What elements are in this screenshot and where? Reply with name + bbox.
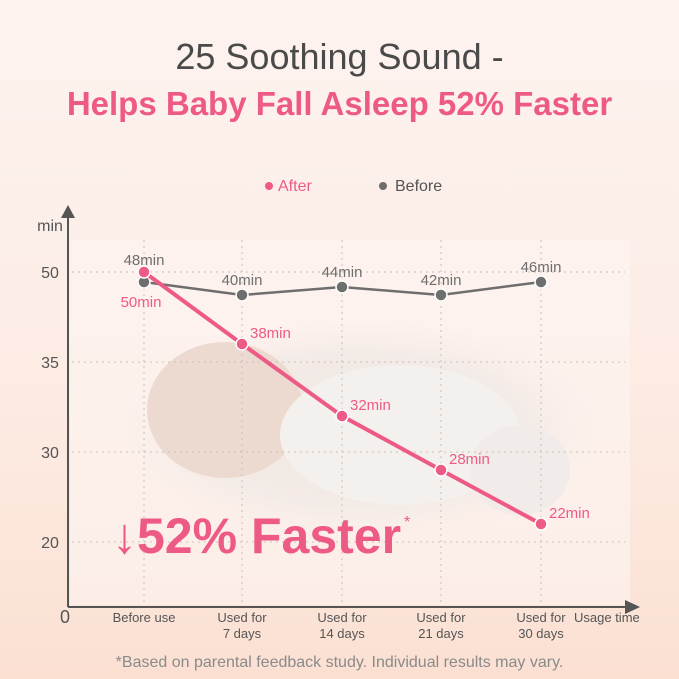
after-data-label: 38min — [250, 325, 291, 342]
y-axis-label: min — [37, 218, 63, 235]
x-tick-label: Used for 7 days — [217, 610, 267, 641]
y-tick-label: 50 — [41, 265, 59, 282]
before-data-label: 42min — [421, 272, 462, 289]
after-data-label: 22min — [549, 505, 590, 522]
before-data-label: 40min — [222, 272, 263, 289]
title: 25 Soothing Sound - — [175, 36, 504, 77]
y-tick-label: 30 — [41, 445, 59, 462]
after-point — [335, 409, 349, 423]
after-data-label: 32min — [350, 397, 391, 414]
after-point — [235, 337, 249, 351]
annotation: ↓52% Faster * — [112, 508, 410, 564]
after-data-label: 50min — [121, 294, 162, 311]
before-point — [434, 288, 448, 302]
x-axis-arrow-icon — [625, 600, 640, 614]
before-data-label: 48min — [124, 252, 165, 269]
x-axis-label: Usage time — [574, 610, 640, 625]
legend-after-label: After — [278, 178, 312, 195]
baby-photo — [120, 320, 600, 540]
after-point — [434, 463, 448, 477]
y-axis-arrow-icon — [61, 205, 75, 218]
before-point — [534, 275, 548, 289]
x-tick-label: Used for 14 days — [317, 610, 367, 641]
legend-after-marker — [265, 182, 273, 190]
after-point — [534, 517, 548, 531]
x-tick-label: Used for 30 days — [516, 610, 566, 641]
after-point — [137, 265, 151, 279]
annotation-asterisk: * — [404, 514, 410, 531]
before-data-label: 44min — [322, 264, 363, 281]
x-tick-label: Used for 21 days — [416, 610, 466, 641]
before-point — [235, 288, 249, 302]
annotation-text: ↓52% Faster — [112, 508, 401, 564]
subtitle: Helps Baby Fall Asleep 52% Faster — [66, 85, 613, 122]
footnote: *Based on parental feedback study. Indiv… — [115, 654, 564, 671]
origin-label: 0 — [60, 607, 70, 627]
y-tick-label: 20 — [41, 535, 59, 552]
before-point — [335, 280, 349, 294]
before-data-label: 46min — [521, 259, 562, 276]
legend-before-marker — [379, 182, 387, 190]
y-tick-label: 35 — [41, 355, 59, 372]
legend-before-label: Before — [395, 178, 442, 195]
x-tick-label: Before use — [113, 610, 176, 625]
after-data-label: 28min — [449, 451, 490, 468]
